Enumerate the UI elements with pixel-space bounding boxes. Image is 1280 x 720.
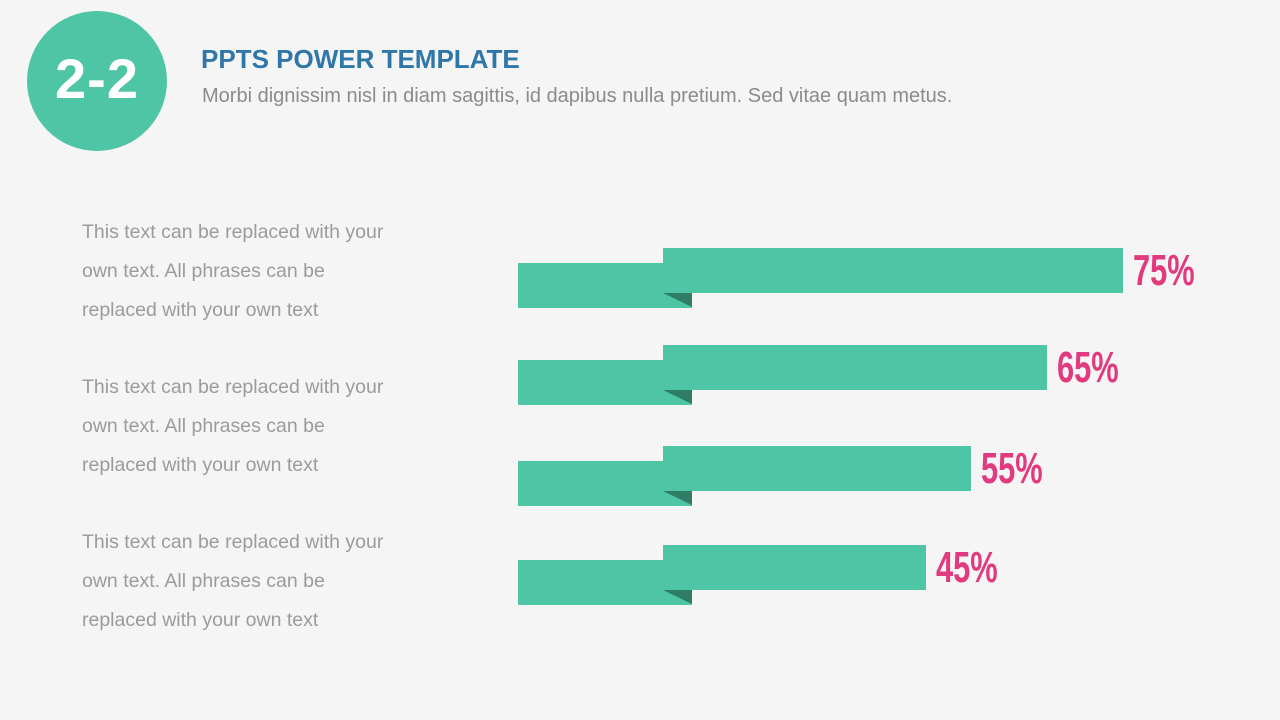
ribbon-bar-row: 55% (0, 446, 1280, 506)
text-line: This text can be replaced with your (82, 376, 384, 398)
bar-value-label: 75% (1133, 246, 1195, 295)
text-line: own text. All phrases can be (82, 415, 325, 437)
page-subtitle: Morbi dignissim nisl in diam sagittis, i… (202, 85, 953, 107)
bar-value-label: 65% (1057, 343, 1119, 392)
ribbon-bar-row: 65% (0, 345, 1280, 405)
text-line: This text can be replaced with your (82, 221, 384, 243)
bar (663, 446, 971, 491)
bar-value-label: 55% (981, 444, 1043, 493)
text-block-3: This text can be replaced with your own … (82, 523, 482, 640)
page-title: PPTS POWER TEMPLATE (201, 44, 520, 74)
text-line: replaced with your own text (82, 299, 319, 321)
section-number-label: 2-2 (55, 46, 139, 110)
text-line: own text. All phrases can be (82, 570, 325, 592)
bar-value-label: 45% (936, 543, 998, 592)
text-line: This text can be replaced with your (82, 531, 384, 553)
ribbon-bar-row: 75% (0, 248, 1280, 308)
text-block-1: This text can be replaced with your own … (82, 213, 482, 330)
bar (663, 248, 1123, 293)
text-block-2: This text can be replaced with your own … (82, 368, 482, 485)
ribbon-bar-row: 45% (0, 545, 1280, 605)
text-line: replaced with your own text (82, 609, 319, 631)
bar (663, 345, 1047, 390)
text-line: own text. All phrases can be (82, 260, 325, 282)
bar (663, 545, 926, 590)
text-line: replaced with your own text (82, 454, 319, 476)
section-number-badge: 2-2 (27, 11, 167, 151)
